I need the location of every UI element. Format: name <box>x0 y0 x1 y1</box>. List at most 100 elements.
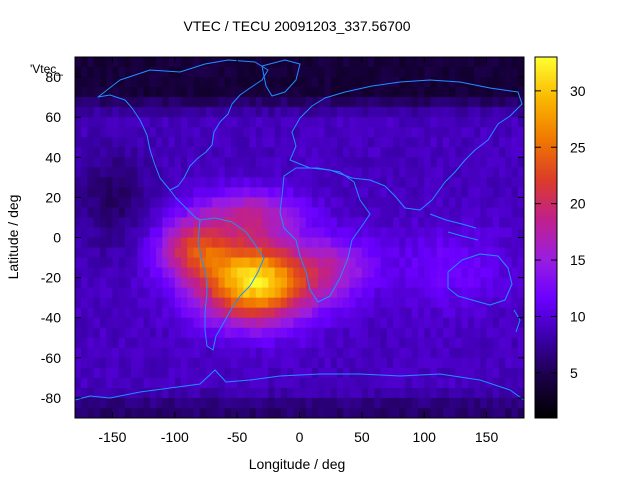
heatmap-cell <box>511 167 519 178</box>
heatmap-cell <box>93 97 101 108</box>
heatmap-cell <box>311 347 319 359</box>
heatmap-cell <box>230 397 238 409</box>
heatmap-cell <box>368 377 375 389</box>
heatmap-cell <box>224 177 232 188</box>
heatmap-cell <box>205 237 213 249</box>
heatmap-cell <box>417 157 425 168</box>
heatmap-cell <box>149 57 157 68</box>
heatmap-cell <box>181 197 188 209</box>
heatmap-cell <box>455 187 463 198</box>
heatmap-cell <box>461 347 469 359</box>
heatmap-cell <box>75 267 82 279</box>
heatmap-cell <box>249 377 257 389</box>
heatmap-cell <box>237 237 244 249</box>
heatmap-cell <box>205 387 213 399</box>
heatmap-cell <box>237 167 244 178</box>
heatmap-cell <box>318 67 326 78</box>
heatmap-cell <box>255 307 263 319</box>
heatmap-cell <box>230 117 238 128</box>
heatmap-cell <box>218 247 226 259</box>
heatmap-cell <box>124 357 132 369</box>
heatmap-cell <box>293 317 301 329</box>
heatmap-cell <box>218 277 226 289</box>
heatmap-cell <box>287 377 294 389</box>
heatmap-cell <box>149 357 157 369</box>
heatmap-cell <box>143 127 151 138</box>
heatmap-cell <box>486 387 494 399</box>
heatmap-cell <box>262 107 269 118</box>
heatmap-cell <box>380 217 388 229</box>
heatmap-cell <box>193 307 201 319</box>
heatmap-cell <box>399 97 407 108</box>
heatmap-cell <box>181 347 188 359</box>
heatmap-cell <box>268 307 276 319</box>
heatmap-cell <box>442 287 450 299</box>
heatmap-cell <box>112 147 120 158</box>
heatmap-cell <box>324 297 332 309</box>
heatmap-cell <box>311 377 319 389</box>
heatmap-cell <box>505 217 513 229</box>
heatmap-cell <box>205 77 213 88</box>
heatmap-cell <box>442 407 450 418</box>
heatmap-cell <box>124 307 132 319</box>
heatmap-cell <box>156 127 163 138</box>
heatmap-cell <box>311 317 319 329</box>
heatmap-cell <box>430 367 438 379</box>
heatmap-cell <box>436 387 444 399</box>
heatmap-cell <box>436 87 444 98</box>
heatmap-cell <box>455 307 463 319</box>
y-tick-label: -80 <box>41 390 61 406</box>
heatmap-cell <box>187 267 195 279</box>
heatmap-cell <box>99 267 107 279</box>
heatmap-cell <box>156 227 163 239</box>
heatmap-cell <box>262 287 269 299</box>
heatmap-cell <box>118 317 126 329</box>
heatmap-cell <box>143 247 151 259</box>
heatmap-cell <box>162 317 170 329</box>
heatmap-cell <box>355 287 363 299</box>
x-tick-label: 100 <box>413 429 437 445</box>
heatmap-cell <box>212 347 220 359</box>
heatmap-cell <box>486 227 494 239</box>
y-tick-label: 40 <box>45 149 61 165</box>
heatmap-cell <box>93 227 101 239</box>
heatmap-cell <box>486 87 494 98</box>
heatmap-cell <box>168 117 176 128</box>
heatmap-cell <box>480 97 488 108</box>
heatmap-cell <box>199 267 207 279</box>
heatmap-cell <box>405 87 413 98</box>
heatmap-cell <box>374 357 382 369</box>
heatmap-cell <box>143 87 151 98</box>
heatmap-cell <box>305 77 313 88</box>
heatmap-cell <box>137 137 145 148</box>
heatmap-cell <box>118 77 126 88</box>
heatmap-cell <box>243 247 251 259</box>
heatmap-cell <box>361 397 369 409</box>
heatmap-cell <box>181 337 188 349</box>
heatmap-cell <box>417 137 425 148</box>
heatmap-cell <box>393 117 400 128</box>
heatmap-cell <box>511 77 519 88</box>
heatmap-cell <box>262 177 269 188</box>
heatmap-cell <box>137 207 145 219</box>
heatmap-cell <box>75 217 82 229</box>
heatmap-cell <box>455 87 463 98</box>
heatmap-cell <box>193 137 201 148</box>
heatmap-cell <box>156 357 163 369</box>
heatmap-cell <box>205 217 213 229</box>
heatmap-cell <box>237 377 244 389</box>
heatmap-cell <box>205 257 213 269</box>
heatmap-cell <box>336 377 344 389</box>
heatmap-cell <box>205 157 213 168</box>
y-tick-label: 80 <box>45 69 61 85</box>
heatmap-cell <box>81 207 89 219</box>
heatmap-cell <box>480 247 488 259</box>
heatmap-cell <box>486 397 494 409</box>
heatmap-cell <box>355 157 363 168</box>
heatmap-cell <box>131 407 138 418</box>
heatmap-cell <box>417 177 425 188</box>
heatmap-cell <box>336 187 344 198</box>
heatmap-cell <box>486 407 494 418</box>
heatmap-cell <box>361 367 369 379</box>
heatmap-cell <box>93 137 101 148</box>
